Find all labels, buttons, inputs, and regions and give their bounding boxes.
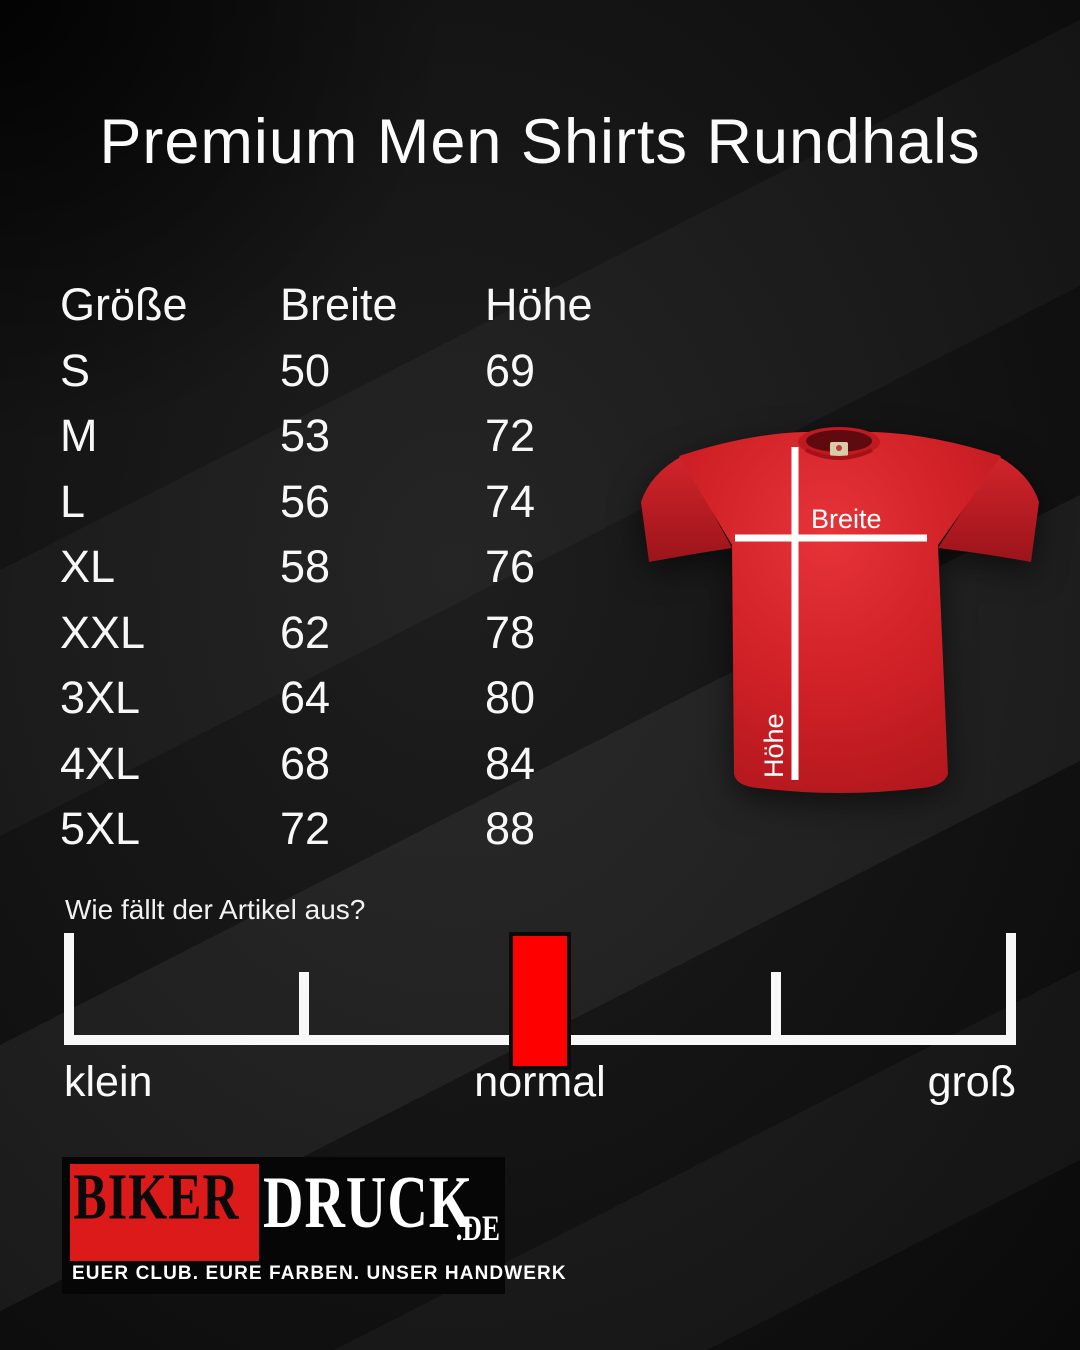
height-measure-label: Höhe [759,713,789,778]
table-row-height: 72 [485,410,536,461]
fit-label-gross: groß [927,1058,1016,1106]
fit-question: Wie fällt der Artikel aus? [65,894,366,925]
width-measure-line [735,534,927,542]
fit-label-klein: klein [64,1058,153,1106]
table-row-height: 78 [485,606,536,658]
size-table: Größe Breite Höhe S 50 69 M 53 72 L 56 7… [60,272,655,862]
table-row-size: 3XL [60,672,141,723]
table-row-height: 76 [485,541,536,592]
table-row-width: 68 [280,737,331,789]
table-row-size: S [60,344,91,396]
table-row-size: 4XL [60,737,141,789]
table-row-height: 84 [485,737,536,789]
table-row-width: 62 [280,606,331,658]
logo-tld: .DE [455,1208,500,1248]
table-row-height: 74 [485,475,536,527]
tshirt-illustration: Breite Höhe [641,427,1039,793]
column-header-height: Höhe [485,279,593,330]
logo-tagline: EUER CLUB. EURE FARBEN. UNSER HANDWERK [72,1263,567,1284]
fit-scale-tick-mid-right [771,972,781,1045]
width-measure-label: Breite [811,504,882,534]
page-title: Premium Men Shirts Rundhals [99,107,981,177]
table-row-width: 58 [280,541,331,592]
fit-scale-tick-mid-left [299,972,309,1045]
fit-label-normal: normal [474,1058,606,1106]
table-row-height: 88 [485,803,536,854]
fit-scale-tick-left-end [64,933,74,1045]
height-measure-line [791,447,799,780]
logo-word-druck: DRUCK [263,1162,474,1245]
tshirt-diagram: Breite Höhe [620,390,1080,830]
tshirt-collar-opening [806,430,872,452]
logo-red-box [70,1164,259,1261]
table-row-width: 64 [280,672,331,723]
tshirt-left-sleeve [641,456,732,562]
table-row-size: M [60,410,98,461]
column-header-size: Größe [60,279,188,330]
fit-scale-tick-right-end [1006,933,1016,1045]
table-row-size: 5XL [60,803,141,854]
table-row-width: 50 [280,344,331,396]
logo-word-biker: BIKER [73,1159,240,1234]
table-row-height: 69 [485,344,536,396]
table-row-size: XXL [60,606,146,658]
tshirt-tag-print [836,445,842,451]
brand-logo: BIKER DRUCK .DE EUER CLUB. EURE FARBEN. … [62,1157,567,1294]
tshirt-right-sleeve [938,456,1039,562]
table-row-width: 56 [280,475,331,527]
column-header-width: Breite [280,279,398,330]
table-row-width: 72 [280,803,331,854]
table-row-size: XL [60,541,116,592]
tshirt-body [679,432,1001,793]
fit-scale-indicator-normal [509,932,571,1070]
tshirt-collar-seam [805,448,873,460]
table-row-width: 53 [280,410,331,461]
table-row-size: L [60,475,86,527]
table-row-height: 80 [485,672,536,723]
